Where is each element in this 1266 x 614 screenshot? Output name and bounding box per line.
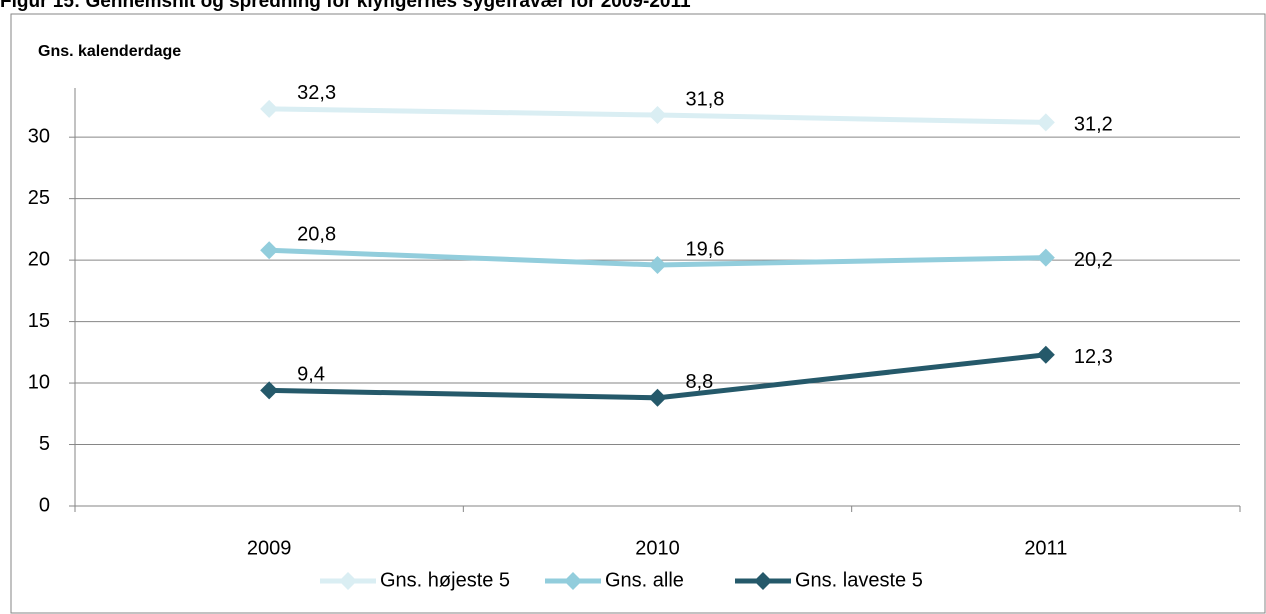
y-tick-label: 20 xyxy=(28,248,50,270)
y-tick-label: 5 xyxy=(39,433,50,455)
point xyxy=(648,106,667,125)
point xyxy=(1036,248,1055,267)
legend-marker xyxy=(339,572,357,590)
y-axis-label: Gns. kalenderdage xyxy=(38,43,181,60)
chart-frame xyxy=(10,13,1266,614)
point xyxy=(260,381,279,400)
data-label: 31,2 xyxy=(1074,114,1113,136)
y-tick-label: 0 xyxy=(39,494,50,516)
legend-marker xyxy=(754,572,772,590)
point xyxy=(648,256,667,275)
chart-title: Figur 15: Gennemsnit og spredning for kl… xyxy=(0,0,691,12)
point xyxy=(1036,113,1055,132)
data-label: 20,2 xyxy=(1074,249,1113,271)
legend-marker xyxy=(564,572,582,590)
point xyxy=(1036,345,1055,364)
legend-label: Gns. laveste 5 xyxy=(795,569,923,591)
y-tick-label: 25 xyxy=(28,187,50,209)
legend-label: Gns. alle xyxy=(605,569,684,591)
x-tick-label: 2009 xyxy=(247,537,292,559)
data-label: 9,4 xyxy=(297,364,325,386)
legend-label: Gns. højeste 5 xyxy=(380,569,510,591)
y-tick-label: 30 xyxy=(28,125,50,147)
data-label: 20,8 xyxy=(297,224,336,246)
data-label: 12,3 xyxy=(1074,346,1113,368)
x-tick-label: 2010 xyxy=(635,537,680,559)
data-label: 19,6 xyxy=(686,238,725,260)
point xyxy=(260,241,279,260)
data-label: 8,8 xyxy=(686,371,714,393)
data-label: 32,3 xyxy=(297,82,336,104)
point xyxy=(648,388,667,407)
y-tick-label: 10 xyxy=(28,371,50,393)
point xyxy=(260,99,279,118)
y-tick-label: 15 xyxy=(28,310,50,332)
x-tick-label: 2011 xyxy=(1024,537,1067,559)
data-label: 31,8 xyxy=(686,88,725,110)
